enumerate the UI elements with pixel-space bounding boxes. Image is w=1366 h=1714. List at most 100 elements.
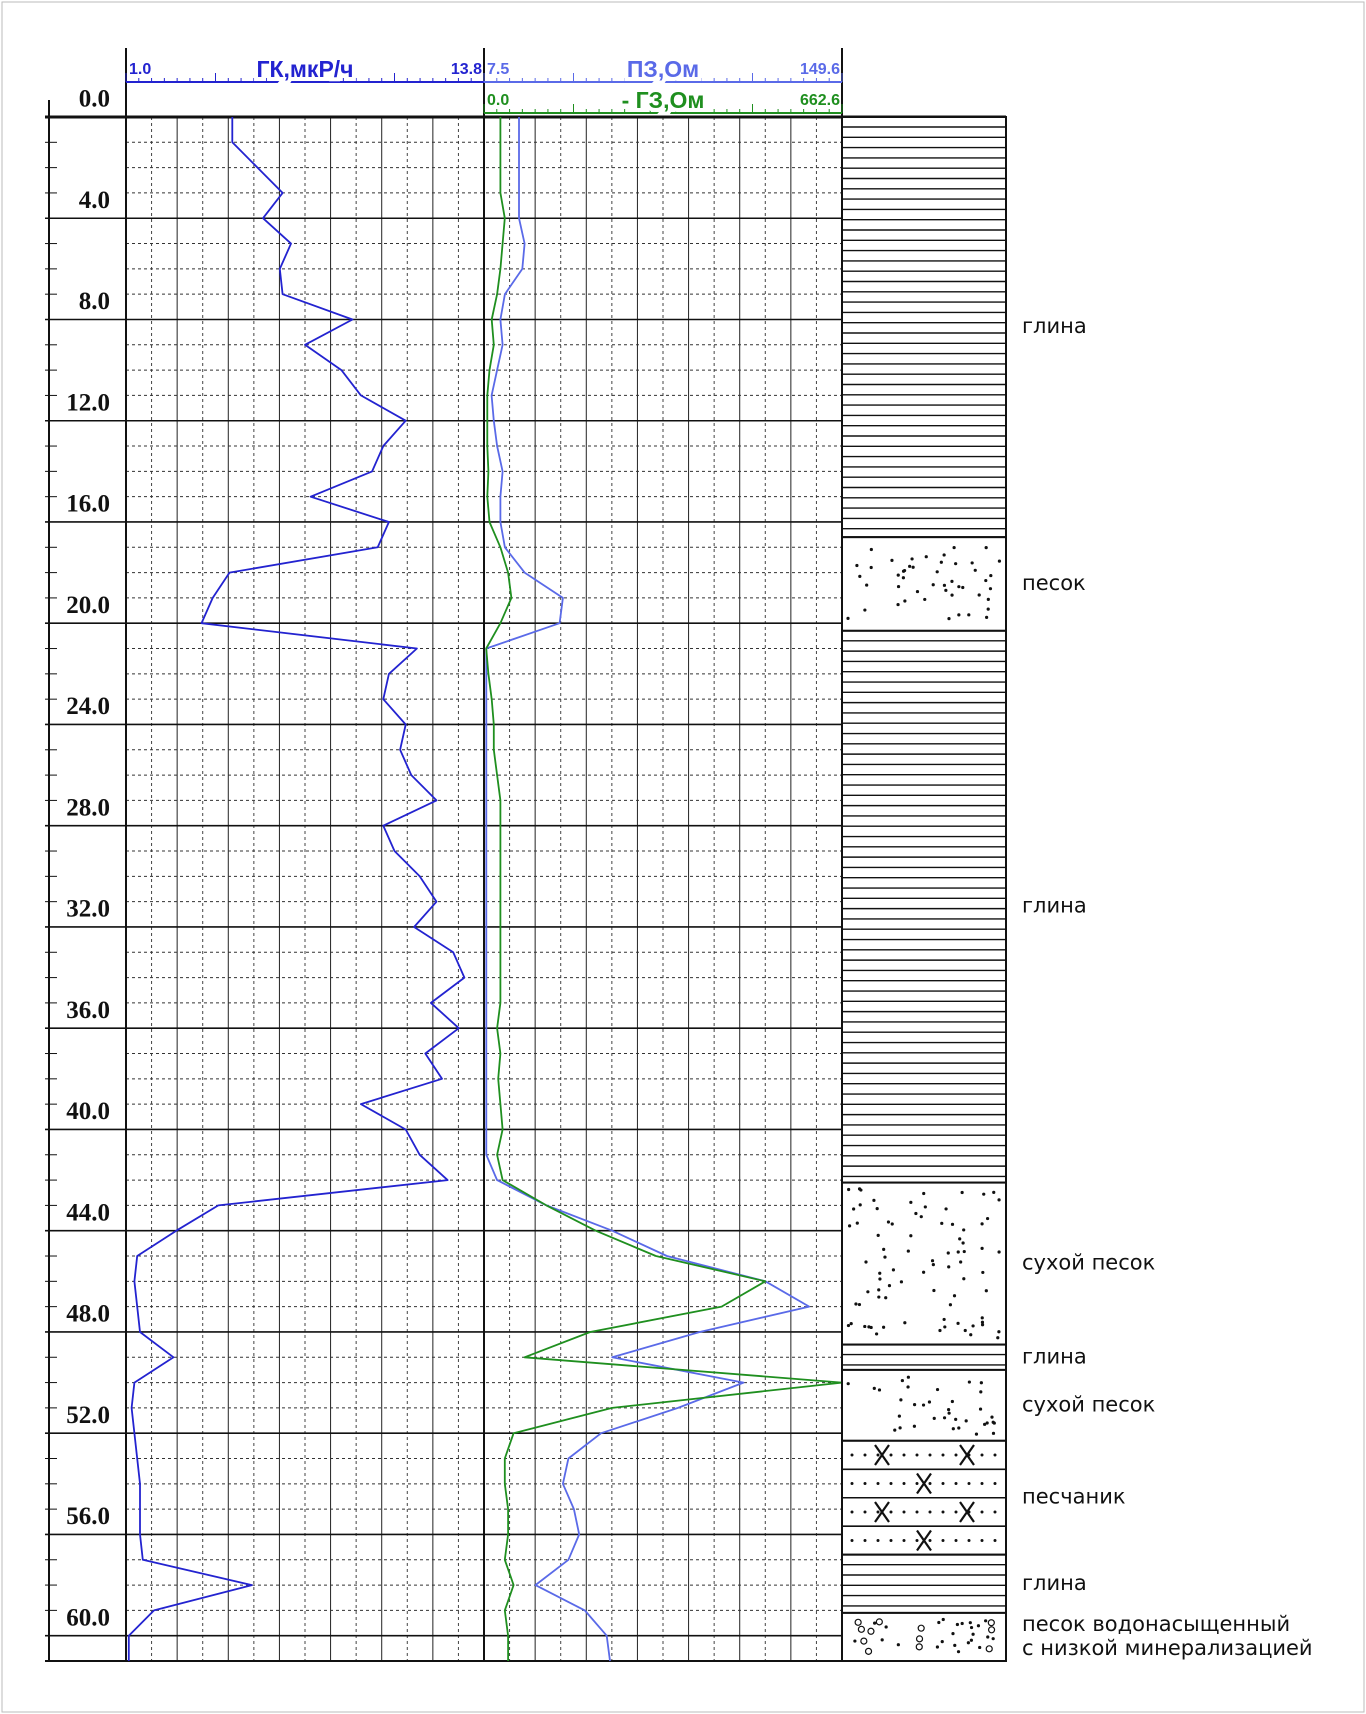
sand-dot	[922, 1270, 926, 1274]
sand-dot	[886, 1220, 891, 1224]
sand-dot	[855, 1221, 859, 1225]
sandstone-dot	[902, 1510, 906, 1514]
sand-dot	[858, 574, 862, 578]
sand-dot	[958, 1237, 962, 1241]
sandstone-dot	[941, 1482, 945, 1486]
sandstone-dot	[954, 1510, 958, 1514]
y-tick-label: 60.0	[66, 1604, 110, 1631]
sand-dot	[979, 1381, 983, 1385]
sand-dot	[899, 1280, 904, 1284]
y-tick-label: 40.0	[66, 1098, 110, 1125]
sand-dot	[957, 585, 961, 589]
sand-dot	[919, 1215, 923, 1219]
sand-dot	[955, 1622, 959, 1627]
sand-dot	[997, 559, 1002, 563]
sand-dot	[900, 1378, 904, 1383]
sand-dot	[931, 583, 935, 587]
sand-dot	[858, 1203, 862, 1207]
sand-dot	[921, 1403, 926, 1407]
sand-dot	[863, 1324, 867, 1329]
sand-dot	[906, 1249, 910, 1253]
scale-max: 662.6	[800, 92, 840, 109]
sand-dot	[960, 1190, 964, 1195]
sand-dot	[887, 1283, 892, 1288]
sand-dot	[952, 545, 956, 550]
scale-max: 149.6	[800, 61, 840, 78]
y-tick-label: 8.0	[79, 288, 110, 315]
sand-dot	[866, 1290, 870, 1294]
sand-dot	[869, 547, 873, 552]
sand-dot	[967, 613, 971, 617]
water-circle	[860, 1637, 868, 1645]
lithology-label: сухой песок	[1022, 1251, 1155, 1275]
sand-dot	[989, 573, 993, 578]
sand-dot	[962, 1249, 966, 1254]
lithology-label: глина	[1022, 314, 1087, 338]
sand-dot	[884, 1625, 888, 1629]
series-name: - ГЗ,Ом	[622, 87, 705, 113]
sand-dot	[847, 1224, 852, 1228]
sand-dot	[980, 1222, 984, 1226]
sandstone-dot	[980, 1482, 984, 1486]
sandstone-cross	[874, 1501, 890, 1523]
sand-dot	[997, 1198, 1001, 1202]
sand-dot	[898, 1426, 902, 1430]
water-circle	[917, 1624, 925, 1632]
sand-dot	[876, 1233, 880, 1237]
lithology-label: песок водонасыщенный	[1022, 1612, 1290, 1636]
sand-dot	[893, 1428, 897, 1432]
sand-dot	[896, 584, 901, 589]
sandstone-dot	[850, 1538, 854, 1542]
sand-dot	[971, 1632, 975, 1636]
sandstone-dot	[980, 1510, 984, 1514]
sand-dot	[959, 1260, 963, 1264]
sand-dot	[984, 578, 988, 583]
series-name: ПЗ,Ом	[627, 56, 699, 82]
sand-dot	[951, 1427, 955, 1431]
sand-dot	[951, 1631, 955, 1636]
sand-dot	[984, 1619, 988, 1623]
sand-dot	[967, 1380, 971, 1384]
y-tick-label: 0.0	[79, 86, 110, 113]
sand-dot	[927, 1400, 932, 1404]
sand-dot	[846, 1382, 850, 1386]
sandstone-dot	[850, 1510, 854, 1514]
scale-max: 13.8	[451, 61, 482, 78]
lithology-label: глина	[1022, 1344, 1087, 1368]
lithology-label: песчаник	[1022, 1485, 1126, 1509]
sand-dot	[946, 1251, 950, 1255]
sand-dot	[992, 1190, 996, 1194]
water-circle	[915, 1643, 923, 1651]
sand-dot	[908, 564, 912, 568]
sand-dot	[950, 593, 954, 597]
log-curve	[127, 117, 466, 1661]
sandstone-dot	[889, 1453, 893, 1457]
sand-dot	[963, 1328, 967, 1333]
sand-dot	[846, 616, 850, 620]
sand-dot	[942, 583, 947, 587]
sandstone-dot	[863, 1453, 867, 1457]
sandstone-cross	[874, 1444, 890, 1466]
sand-dot	[978, 1645, 982, 1650]
sand-dot	[878, 1271, 882, 1275]
sand-dot	[873, 1621, 877, 1625]
sandstone-dot	[941, 1538, 945, 1542]
sandstone-dot	[863, 1538, 867, 1542]
sand-dot	[947, 1411, 951, 1415]
sand-dot	[986, 597, 990, 601]
sand-dot	[854, 1302, 858, 1306]
sand-dot	[943, 1325, 947, 1329]
scale-min: 0.0	[487, 92, 509, 109]
sandstone-dot	[928, 1482, 932, 1486]
sand-dot	[922, 1191, 926, 1196]
sand-dot	[957, 613, 961, 617]
sand-dot	[942, 1416, 947, 1420]
sand-dot	[896, 1643, 900, 1647]
sandstone-cross	[959, 1444, 975, 1466]
sand-dot	[938, 1328, 942, 1333]
sand-dot	[855, 563, 859, 568]
sandstone-dot	[993, 1482, 997, 1486]
sand-dot	[872, 1198, 876, 1202]
lithology-label: сухой песок	[1022, 1392, 1155, 1416]
series-name: ГК,мкР/ч	[256, 56, 353, 82]
